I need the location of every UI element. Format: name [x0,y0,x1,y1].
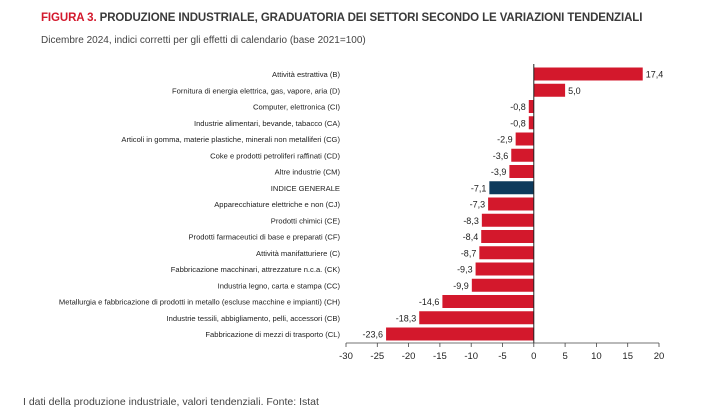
value-label: -0,8 [510,118,526,128]
category-label: Fabbricazione macchinari, attrezzature n… [171,265,341,274]
x-tick-label: 5 [562,351,567,362]
figure-label: FIGURA 3. [41,12,97,24]
bar [511,148,534,162]
category-label: Industrie tessili, abbigliamento, pelli,… [167,314,341,323]
value-label: -7,1 [471,183,487,193]
source-note: I dati della produzione industriale, val… [23,396,319,408]
value-label: -3,9 [491,167,507,177]
value-label: -2,9 [497,135,513,145]
bar [533,83,566,97]
bar [386,327,534,341]
bar [509,165,534,178]
category-label: Prodotti farmaceutici di base e preparat… [188,233,340,242]
category-label: Altre industrie (CM) [275,168,341,177]
bar [528,100,534,113]
bar [481,230,534,243]
category-label: Prodotti chimici (CE) [271,216,341,225]
category-label: Coke e prodotti petroliferi raffinati (C… [210,151,340,160]
bar [481,213,534,227]
x-tick-label: -25 [370,351,384,362]
bar [515,132,534,146]
category-label: Apparecchiature elettriche e non (CJ) [214,200,340,209]
x-tick-label: -10 [464,351,478,362]
x-tick-label: 20 [654,351,665,362]
value-label: -14,6 [419,297,440,307]
bar [419,311,534,325]
bar-indice-generale [489,181,534,195]
x-tick-label: 0 [531,351,536,362]
bar [533,67,643,81]
x-tick-label: -15 [433,351,447,362]
value-label: -8,7 [461,248,477,258]
bar [528,116,534,130]
bar [471,278,534,292]
category-label: Attività estrattiva (B) [272,70,340,79]
x-tick-label: 10 [591,351,602,362]
value-label: -9,9 [453,281,469,291]
category-label: Articoli in gomma, materie plastiche, mi… [121,135,340,144]
bar [475,262,534,276]
value-label: 5,0 [568,86,581,96]
value-label: -8,3 [463,216,479,226]
figure-title: FIGURA 3. PRODUZIONE INDUSTRIALE, GRADUA… [41,12,642,24]
category-label: Industrie alimentari, bevande, tabacco (… [194,119,341,128]
figure-title-text: PRODUZIONE INDUSTRIALE, GRADUATORIA DEI … [99,12,643,24]
figure-subtitle: Dicembre 2024, indici corretti per gli e… [41,35,366,46]
x-tick-label: 15 [622,351,633,362]
value-label: -7,3 [470,200,486,210]
x-tick-label: -5 [498,351,506,362]
category-label: INDICE GENERALE [271,184,340,193]
category-label: Fornitura di energia elettrica, gas, vap… [172,86,340,95]
x-tick-label: -30 [339,351,353,362]
value-label: -9,3 [457,265,473,275]
x-tick-label: -20 [402,351,416,362]
category-label: Industria legno, carta e stampa (CC) [218,281,341,290]
value-label: -0,8 [510,102,526,112]
bar [479,246,534,260]
bar [442,295,534,308]
value-label: -23,6 [363,330,384,340]
category-label: Computer, elettronica (CI) [253,103,340,112]
value-label: -8,4 [463,232,479,242]
category-label: Attività manifatturiere (C) [256,249,340,258]
bar [488,197,534,211]
value-label: 17,4 [646,70,664,80]
category-label: Metallurgia e fabbricazione di prodotti … [59,298,341,307]
value-label: -18,3 [396,313,417,323]
value-label: -3,6 [493,151,509,161]
category-label: Fabbricazione di mezzi di trasporto (CL) [205,330,340,339]
